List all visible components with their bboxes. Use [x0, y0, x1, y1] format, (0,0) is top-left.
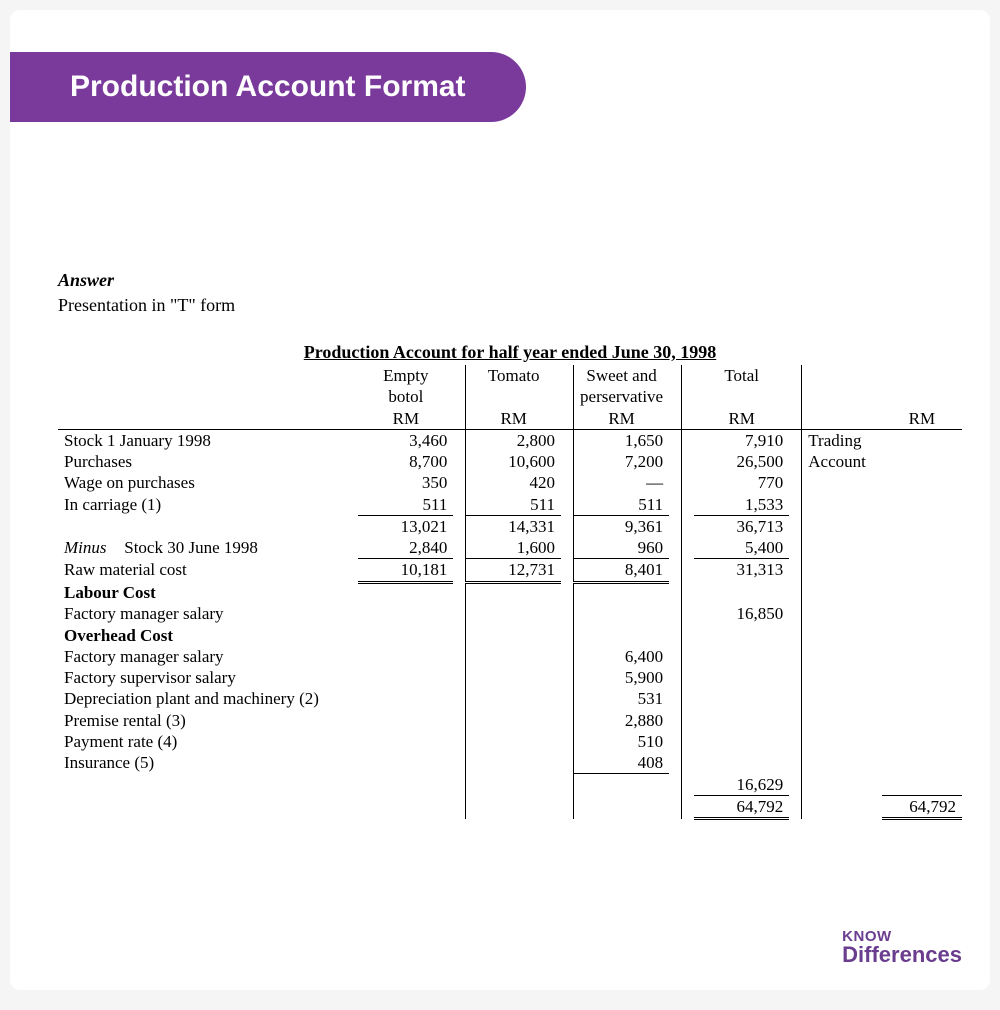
- carriage-c1: 511: [358, 494, 453, 516]
- row-ins-label: Insurance (5): [58, 752, 358, 774]
- col1-header-b: botol: [358, 386, 453, 407]
- logo-line2: Differences: [842, 944, 962, 966]
- title-banner: Production Account Format: [10, 52, 526, 122]
- carriage-c3: 511: [573, 494, 669, 516]
- carriage-c2: 511: [466, 494, 561, 516]
- raw-total: 31,313: [694, 559, 789, 582]
- ins-c3: 408: [573, 752, 669, 774]
- raw-c2: 12,731: [466, 559, 561, 582]
- row-carriage-label: In carriage (1): [58, 494, 358, 516]
- purch-total: 26,500: [694, 451, 789, 472]
- wage-total: 770: [694, 472, 789, 493]
- stock-c3: 1,650: [573, 430, 669, 451]
- col3-header-b: perservative: [573, 386, 669, 407]
- unit-4: RM: [694, 408, 789, 430]
- minus-total: 5,400: [694, 537, 789, 559]
- col4-header: Total: [694, 365, 789, 386]
- stock-total: 7,910: [694, 430, 789, 451]
- dep-c3: 531: [573, 688, 669, 709]
- side-account: Account: [802, 451, 882, 472]
- col2-header: Tomato: [466, 365, 561, 386]
- raw-c3: 8,401: [573, 559, 669, 582]
- minus-c1: 2,840: [358, 537, 453, 559]
- minus-c2: 1,600: [466, 537, 561, 559]
- overhead-sum: 16,629: [694, 774, 789, 796]
- fss-c3: 5,900: [573, 667, 669, 688]
- row-dep-label: Depreciation plant and machinery (2): [58, 688, 358, 709]
- table-title: Production Account for half year ended J…: [58, 342, 962, 363]
- minus-text: Stock 30 June 1998: [124, 538, 258, 557]
- row-fms2-label: Factory manager salary: [58, 646, 358, 667]
- grand-right: 64,792: [882, 796, 962, 819]
- col1-header-a: Empty: [358, 365, 453, 386]
- unit-3: RM: [573, 408, 669, 430]
- sub1-c3: 9,361: [573, 515, 669, 537]
- banner-title: Production Account Format: [70, 70, 466, 104]
- pay-c3: 510: [573, 731, 669, 752]
- production-account-table: Empty Tomato Sweet and Total botol perse…: [58, 365, 962, 831]
- minus-c3: 960: [573, 537, 669, 559]
- fms-total: 16,850: [694, 603, 789, 624]
- stock-c1: 3,460: [358, 430, 453, 451]
- wage-c1: 350: [358, 472, 453, 493]
- labour-cost-heading: Labour Cost: [58, 582, 358, 603]
- row-pay-label: Payment rate (4): [58, 731, 358, 752]
- stock-c2: 2,800: [466, 430, 561, 451]
- grand-total: 64,792: [694, 796, 789, 819]
- unit-2: RM: [466, 408, 561, 430]
- wage-c3: —: [573, 472, 669, 493]
- sub1-c1: 13,021: [358, 515, 453, 537]
- answer-heading: Answer: [58, 270, 962, 291]
- row-wage-label: Wage on purchases: [58, 472, 358, 493]
- rent-c3: 2,880: [573, 710, 669, 731]
- wage-c2: 420: [466, 472, 561, 493]
- unit-1: RM: [358, 408, 453, 430]
- row-fss-label: Factory supervisor salary: [58, 667, 358, 688]
- row-purchases-label: Purchases: [58, 451, 358, 472]
- carriage-total: 1,533: [694, 494, 789, 516]
- unit-5: RM: [882, 408, 962, 430]
- minus-prefix: Minus: [64, 537, 120, 558]
- row-minus-label: Minus Stock 30 June 1998: [58, 537, 358, 559]
- content-area: Answer Presentation in "T" form Producti…: [58, 270, 962, 831]
- fms2-c3: 6,400: [573, 646, 669, 667]
- overhead-cost-heading: Overhead Cost: [58, 625, 358, 646]
- row-raw-label: Raw material cost: [58, 559, 358, 582]
- row-fms-label: Factory manager salary: [58, 603, 358, 624]
- side-trading: Trading: [802, 430, 882, 451]
- answer-subtext: Presentation in "T" form: [58, 295, 962, 316]
- raw-c1: 10,181: [358, 559, 453, 582]
- purch-c3: 7,200: [573, 451, 669, 472]
- sub1-c2: 14,331: [466, 515, 561, 537]
- row-stock-label: Stock 1 January 1998: [58, 430, 358, 451]
- purch-c2: 10,600: [466, 451, 561, 472]
- brand-logo: KNOW Differences: [842, 929, 962, 966]
- purch-c1: 8,700: [358, 451, 453, 472]
- sub1-total: 36,713: [694, 515, 789, 537]
- row-rent-label: Premise rental (3): [58, 710, 358, 731]
- col3-header-a: Sweet and: [573, 365, 669, 386]
